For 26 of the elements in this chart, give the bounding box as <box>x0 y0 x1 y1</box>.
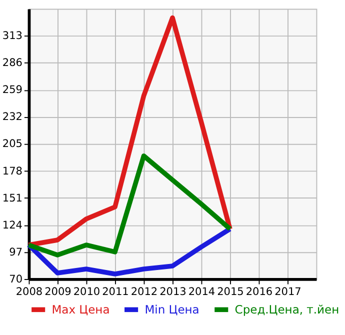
y-tick-label: 151 <box>2 192 23 204</box>
x-tick-label: 2013 <box>160 286 186 298</box>
x-tick-label: 2010 <box>73 286 100 298</box>
legend-label: Min Цена <box>144 302 200 316</box>
x-tick-label: 2011 <box>102 286 129 298</box>
y-tick-label: 259 <box>2 84 23 96</box>
x-tick-label: 2009 <box>44 286 72 298</box>
x-tick-label: 2012 <box>130 286 158 298</box>
x-tick-label: 2014 <box>188 286 216 298</box>
legend-label: Max Цена <box>52 302 110 316</box>
line-series <box>26 15 232 248</box>
y-tick-label: 97 <box>9 246 23 258</box>
y-tick-label: 232 <box>2 111 23 124</box>
legend-label: Сред.Цена, т.йен <box>234 302 340 316</box>
line-series <box>26 153 232 258</box>
x-tick-label: 2015 <box>217 286 244 298</box>
y-tick-label: 124 <box>2 219 23 232</box>
y-tick-label: 313 <box>2 30 23 42</box>
x-tick-label: 2017 <box>274 286 302 298</box>
y-tick-label: 70 <box>9 273 23 286</box>
x-tick-label: 2016 <box>246 286 273 298</box>
y-tick-label: 178 <box>2 165 23 178</box>
x-tick-label: 2008 <box>16 286 43 298</box>
y-tick-label: 205 <box>2 138 23 150</box>
y-tick-label: 286 <box>2 57 23 70</box>
line-series <box>26 226 232 276</box>
